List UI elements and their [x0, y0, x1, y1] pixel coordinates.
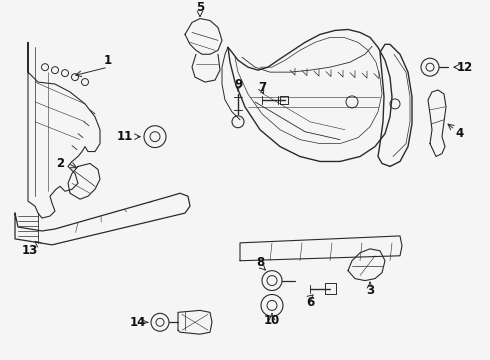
Text: 10: 10	[264, 314, 280, 327]
Text: 2: 2	[56, 157, 64, 170]
Text: 7: 7	[258, 81, 266, 94]
Text: 13: 13	[22, 244, 38, 257]
Text: 8: 8	[256, 256, 264, 269]
Text: 14: 14	[130, 316, 146, 329]
Text: 4: 4	[456, 127, 464, 140]
Text: 3: 3	[366, 284, 374, 297]
Text: 6: 6	[306, 296, 314, 309]
Text: 5: 5	[196, 1, 204, 14]
Text: 9: 9	[234, 77, 242, 91]
Text: 1: 1	[104, 54, 112, 67]
Text: 12: 12	[457, 61, 473, 74]
Text: 11: 11	[117, 130, 133, 143]
